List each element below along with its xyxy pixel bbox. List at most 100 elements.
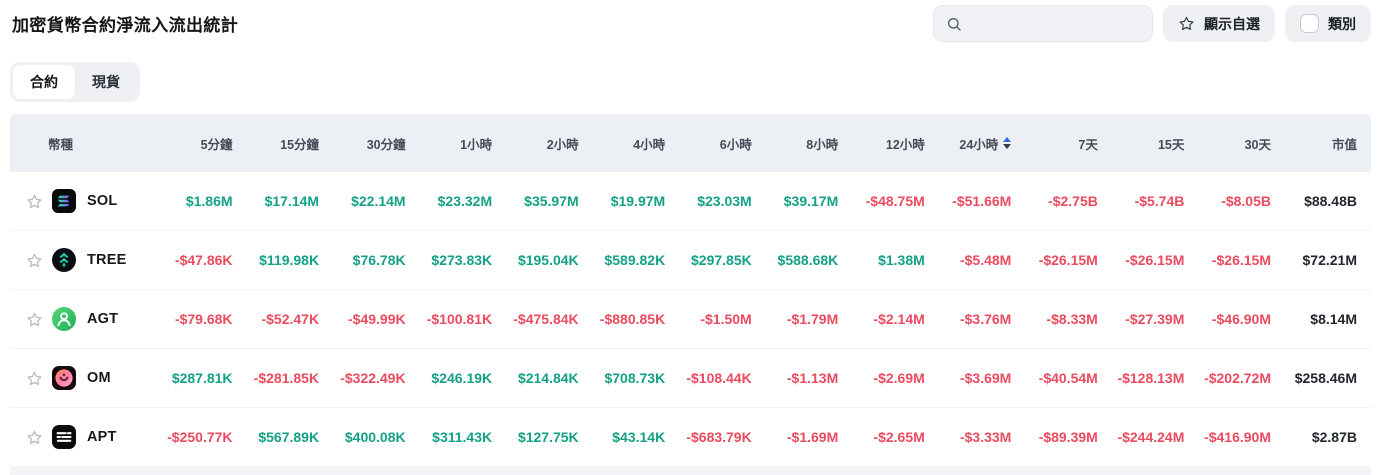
cell-sol-7d: -$2.75B bbox=[1025, 172, 1112, 231]
column-header-15m[interactable]: 15分鐘 bbox=[246, 114, 334, 172]
tree-coin-icon bbox=[52, 248, 76, 272]
cell-sol-mcap: $88.48B bbox=[1285, 172, 1371, 231]
tab-contract[interactable]: 合約 bbox=[13, 65, 75, 99]
column-header-4h[interactable]: 4小時 bbox=[592, 114, 680, 172]
column-header-mcap[interactable]: 市值 bbox=[1285, 114, 1371, 172]
search-box[interactable] bbox=[933, 5, 1153, 42]
favorite-star-icon[interactable] bbox=[26, 252, 43, 269]
cell-tree-4h: $589.82K bbox=[592, 231, 680, 290]
cell-sol-8h: $39.17M bbox=[765, 172, 853, 231]
cell-om-15m: -$281.85K bbox=[246, 349, 334, 408]
column-header-5m[interactable]: 5分鐘 bbox=[160, 114, 247, 172]
cell-om-4h: $708.73K bbox=[592, 349, 680, 408]
table-row-tree[interactable]: TREE -$47.86K $119.98K $76.78K $273.83K $195.… bbox=[10, 231, 1371, 290]
cell-agt-1h: -$100.81K bbox=[419, 290, 507, 349]
cell-apt-15d: -$244.24M bbox=[1111, 408, 1199, 467]
cell-agt-24h: -$3.76M bbox=[938, 290, 1026, 349]
agt-coin-icon bbox=[52, 307, 76, 331]
om-coin-icon bbox=[52, 366, 76, 390]
cell-agt-4h: -$880.85K bbox=[592, 290, 680, 349]
cell-apt-15m: $567.89K bbox=[246, 408, 334, 467]
cell-apt-5m: -$250.77K bbox=[160, 408, 247, 467]
category-button[interactable]: 類別 bbox=[1285, 5, 1371, 42]
cell-tree-15m: $119.98K bbox=[246, 231, 334, 290]
cell-tree-24h: -$5.48M bbox=[938, 231, 1026, 290]
cell-tree-1h: $273.83K bbox=[419, 231, 507, 290]
cell-agt-30d: -$46.90M bbox=[1198, 290, 1285, 349]
cell-apt-24h: -$3.33M bbox=[938, 408, 1026, 467]
cell-tree-30d: -$26.15M bbox=[1198, 231, 1285, 290]
column-header-30m[interactable]: 30分鐘 bbox=[333, 114, 420, 172]
cell-om-1h: $246.19K bbox=[419, 349, 507, 408]
search-input[interactable] bbox=[971, 14, 1140, 33]
cell-sol-4h: $19.97M bbox=[592, 172, 680, 231]
sol-coin-icon bbox=[52, 189, 76, 213]
tab-bar: 合約 現貨 bbox=[10, 62, 140, 102]
favorite-star-icon[interactable] bbox=[26, 370, 43, 387]
favorite-star-icon[interactable] bbox=[26, 429, 43, 446]
search-icon bbox=[946, 16, 962, 32]
cell-apt-4h: $43.14K bbox=[592, 408, 680, 467]
cell-tree-2h: $195.04K bbox=[506, 231, 593, 290]
cell-sol-6h: $23.03M bbox=[679, 172, 766, 231]
cell-agt-5m: -$79.68K bbox=[160, 290, 247, 349]
cell-sol-15m: $17.14M bbox=[246, 172, 334, 231]
cell-apt-1h: $311.43K bbox=[419, 408, 507, 467]
cell-tree-6h: $297.85K bbox=[679, 231, 766, 290]
column-header-15d[interactable]: 15天 bbox=[1111, 114, 1199, 172]
top-bar: 加密貨幣合約淨流入流出統計 顯示自選 類別 bbox=[10, 0, 1371, 42]
show-favorites-button[interactable]: 顯示自選 bbox=[1163, 5, 1275, 42]
table-row-apt[interactable]: APT -$250.77K $567.89K $400.08K $311.43K $127… bbox=[10, 408, 1371, 467]
cell-apt-mcap: $2.87B bbox=[1285, 408, 1371, 467]
next-row-partial bbox=[10, 467, 1371, 475]
cell-sol-30m: $22.14M bbox=[333, 172, 420, 231]
table-header-row: 幣種 5分鐘 15分鐘 30分鐘 1小時 2小時 4小時 6小時 8小時 12小時 24小時 7天 15… bbox=[10, 114, 1371, 172]
column-header-8h[interactable]: 8小時 bbox=[765, 114, 853, 172]
favorite-star-icon[interactable] bbox=[26, 193, 43, 210]
coin-symbol: TREE bbox=[87, 252, 127, 268]
toolbar: 顯示自選 類別 bbox=[933, 5, 1371, 42]
cell-agt-6h: -$1.50M bbox=[679, 290, 766, 349]
cell-apt-2h: $127.75K bbox=[506, 408, 593, 467]
cell-agt-15d: -$27.39M bbox=[1111, 290, 1199, 349]
column-header-6h[interactable]: 6小時 bbox=[679, 114, 766, 172]
cell-tree-mcap: $72.21M bbox=[1285, 231, 1371, 290]
coin-symbol: OM bbox=[87, 370, 111, 386]
cell-apt-8h: -$1.69M bbox=[765, 408, 853, 467]
cell-apt-7d: -$89.39M bbox=[1025, 408, 1112, 467]
table-row-om[interactable]: OM $287.81K -$281.85K -$322.49K $246.19K $214… bbox=[10, 349, 1371, 408]
cell-om-30d: -$202.72M bbox=[1198, 349, 1285, 408]
table-row-sol[interactable]: SOL $1.86M $17.14M $22.14M $23.32M $35.97M $19… bbox=[10, 172, 1371, 231]
cell-apt-30m: $400.08K bbox=[333, 408, 420, 467]
table-row-agt[interactable]: AGT -$79.68K -$52.47K -$49.99K -$100.81K -$47… bbox=[10, 290, 1371, 349]
cell-om-15d: -$128.13M bbox=[1111, 349, 1199, 408]
favorite-star-icon[interactable] bbox=[26, 311, 43, 328]
column-header-12h[interactable]: 12小時 bbox=[852, 114, 939, 172]
cell-tree-12h: $1.38M bbox=[852, 231, 939, 290]
column-header-30d[interactable]: 30天 bbox=[1198, 114, 1285, 172]
column-header-24h[interactable]: 24小時 bbox=[938, 114, 1026, 172]
cell-sol-1h: $23.32M bbox=[419, 172, 507, 231]
netflow-table: 幣種 5分鐘 15分鐘 30分鐘 1小時 2小時 4小時 6小時 8小時 12小時 24小時 7天 15… bbox=[10, 114, 1371, 467]
column-header-1h[interactable]: 1小時 bbox=[419, 114, 507, 172]
column-header-7d[interactable]: 7天 bbox=[1025, 114, 1112, 172]
cell-apt-12h: -$2.65M bbox=[852, 408, 939, 467]
cell-om-6h: -$108.44K bbox=[679, 349, 766, 408]
column-header-2h[interactable]: 2小時 bbox=[506, 114, 593, 172]
cell-tree-30m: $76.78K bbox=[333, 231, 420, 290]
cell-agt-12h: -$2.14M bbox=[852, 290, 939, 349]
cell-agt-2h: -$475.84K bbox=[506, 290, 593, 349]
category-checkbox[interactable] bbox=[1300, 14, 1319, 33]
cell-om-mcap: $258.46M bbox=[1285, 349, 1371, 408]
cell-sol-12h: -$48.75M bbox=[852, 172, 939, 231]
cell-sol-15d: -$5.74B bbox=[1111, 172, 1199, 231]
cell-om-30m: -$322.49K bbox=[333, 349, 420, 408]
show-favorites-label: 顯示自選 bbox=[1204, 15, 1260, 32]
column-header-coin[interactable]: 幣種 bbox=[10, 114, 160, 172]
page-title: 加密貨幣合約淨流入流出統計 bbox=[12, 16, 239, 35]
cell-om-12h: -$2.69M bbox=[852, 349, 939, 408]
category-label: 類別 bbox=[1328, 15, 1356, 32]
tab-spot[interactable]: 現貨 bbox=[75, 65, 137, 99]
cell-om-5m: $287.81K bbox=[160, 349, 247, 408]
